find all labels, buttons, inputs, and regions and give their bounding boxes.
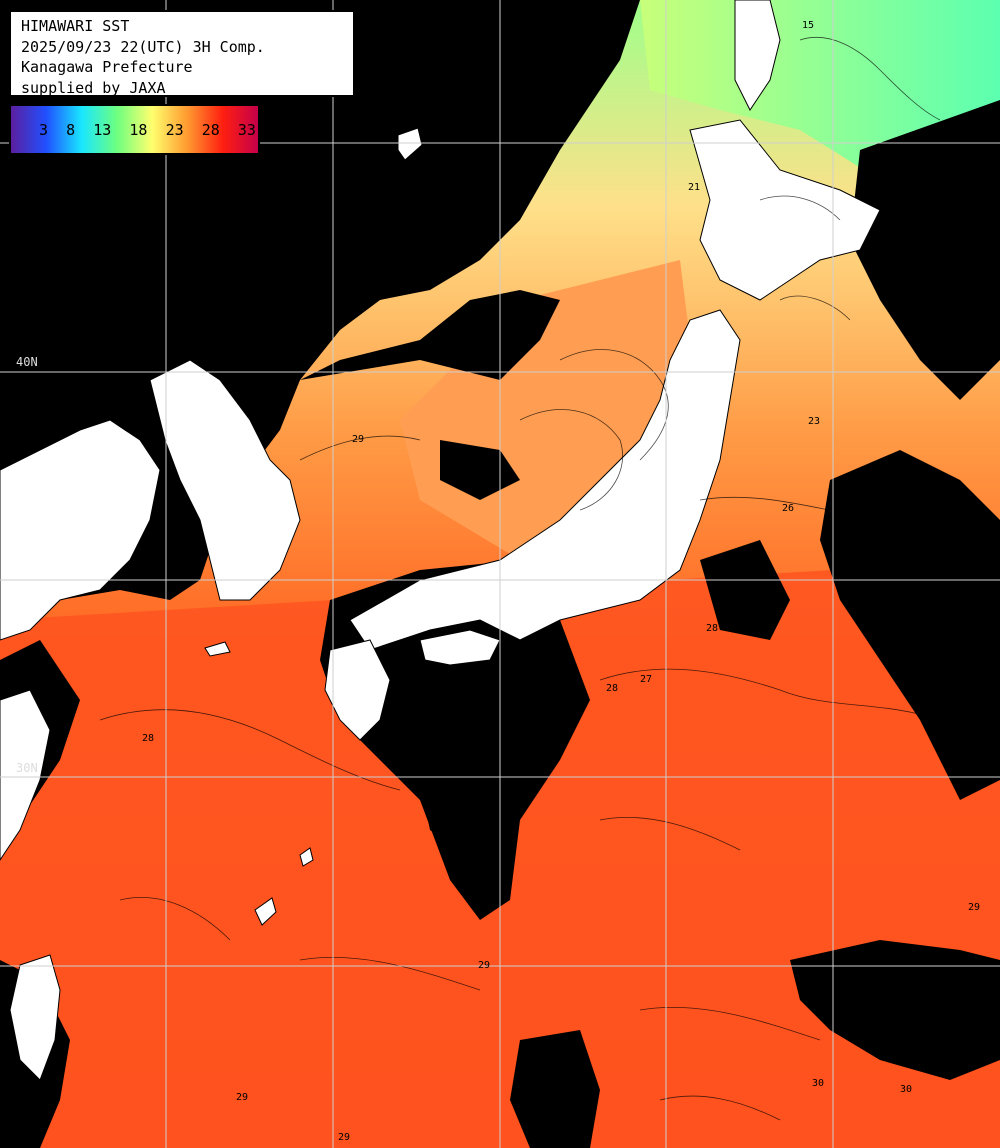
timestamp: 2025/09/23 22(UTC) 3H Comp. [21, 37, 265, 56]
contour-labels: 21 23 29 26 28 28 27 28 29 29 29 30 30 2… [142, 20, 980, 1143]
honshu-island [349, 309, 741, 651]
temperature-legend: 3 8 13 18 23 28 33 [9, 104, 260, 155]
prefecture-label: Kanagawa Prefecture [21, 58, 193, 76]
contour-label: 21 [688, 182, 700, 193]
map-info-box: HIMAWARI SST 2025/09/23 22(UTC) 3H Comp.… [9, 10, 355, 97]
legend-label: 13 [93, 120, 112, 139]
small-island [299, 847, 314, 867]
contour-label: 29 [236, 1092, 248, 1103]
contour-label: 26 [782, 503, 794, 514]
shikoku-island [419, 629, 501, 666]
kyushu-island [324, 639, 391, 741]
legend-label: 23 [165, 120, 184, 139]
land-masses [0, 0, 881, 1081]
asia-coast [0, 419, 161, 641]
legend-label: 33 [237, 120, 256, 139]
legend-label: 8 [66, 120, 76, 139]
contour-label: 28 [706, 623, 718, 634]
contour-label: 29 [338, 1132, 350, 1143]
legend-labels: 3 8 13 18 23 28 33 [11, 106, 258, 153]
legend-color-bar [11, 106, 258, 153]
sakhalin-island [734, 0, 781, 111]
contour-label: 29 [478, 960, 490, 971]
legend-label: 3 [39, 120, 49, 139]
product-title: HIMAWARI SST [21, 17, 130, 35]
contour-label: 15 [802, 20, 814, 31]
legend-label: 28 [201, 120, 220, 139]
korean-peninsula [149, 359, 301, 601]
contour-label: 30 [812, 1078, 824, 1089]
china-coast [0, 689, 51, 861]
lake [204, 641, 231, 657]
contour-label: 27 [640, 674, 652, 685]
legend-label: 18 [129, 120, 148, 139]
okinawa-islands [254, 897, 277, 926]
small-island-2 [397, 127, 423, 161]
lat-label-30n: 30N [16, 761, 38, 775]
contour-label: 23 [808, 416, 820, 427]
contour-label: 30 [900, 1084, 912, 1095]
contour-label: 28 [142, 733, 154, 744]
data-source: supplied by JAXA [21, 78, 166, 97]
lat-label-40n: 40N [16, 355, 38, 369]
contour-label: 29 [968, 902, 980, 913]
contour-label: 28 [606, 683, 618, 694]
taiwan-island [9, 954, 61, 1081]
contour-label: 29 [352, 434, 364, 445]
